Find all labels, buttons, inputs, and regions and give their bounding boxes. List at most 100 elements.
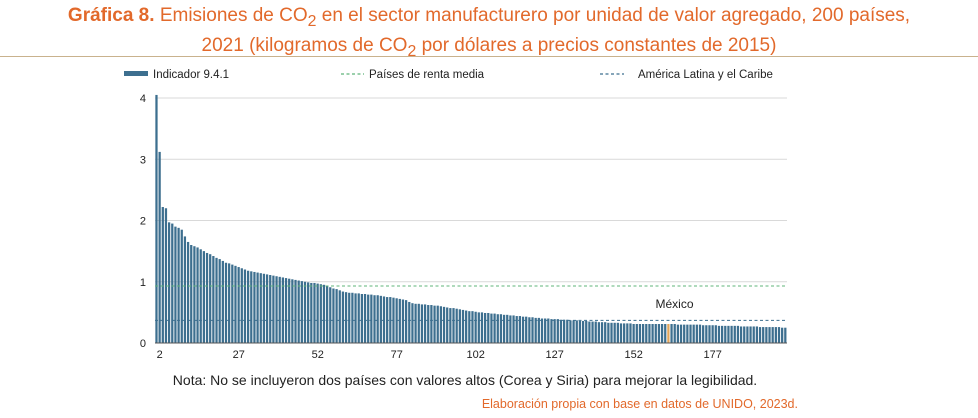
bar bbox=[480, 312, 484, 343]
bar bbox=[348, 292, 351, 343]
bar bbox=[645, 324, 648, 343]
x-tick-label: 2 bbox=[157, 349, 163, 361]
bar bbox=[351, 292, 354, 343]
bar bbox=[186, 241, 190, 343]
bar bbox=[360, 294, 364, 343]
bar bbox=[313, 282, 316, 343]
bar bbox=[781, 327, 784, 343]
bar bbox=[758, 327, 762, 343]
bar bbox=[269, 275, 272, 343]
bar bbox=[695, 324, 698, 343]
bar bbox=[531, 317, 534, 343]
chart-title: Gráfica 8. Emisiones de CO2 en el sector… bbox=[0, 4, 978, 64]
bar bbox=[300, 281, 303, 343]
bar bbox=[414, 303, 417, 343]
bar bbox=[708, 325, 711, 343]
bar bbox=[591, 321, 594, 343]
bar bbox=[547, 318, 550, 343]
bar bbox=[404, 300, 408, 343]
bar bbox=[610, 322, 613, 343]
legend-label-middle-income: Países de renta media bbox=[369, 69, 485, 81]
bar bbox=[490, 313, 493, 343]
bar bbox=[515, 316, 518, 343]
bar bbox=[534, 317, 537, 343]
x-tick-label: 77 bbox=[391, 349, 403, 361]
bar bbox=[316, 283, 319, 343]
bar bbox=[774, 327, 777, 343]
bar bbox=[284, 278, 288, 343]
bar bbox=[234, 265, 237, 343]
bar bbox=[246, 270, 250, 343]
bar bbox=[272, 275, 275, 343]
bar bbox=[689, 324, 692, 343]
bar bbox=[670, 324, 673, 343]
bar bbox=[329, 287, 332, 343]
bar bbox=[171, 223, 174, 343]
x-tick-label: 127 bbox=[546, 349, 564, 361]
bar bbox=[442, 306, 446, 343]
bar bbox=[335, 289, 338, 343]
bar bbox=[423, 304, 427, 343]
bar bbox=[401, 299, 405, 343]
bar bbox=[730, 325, 733, 343]
bar bbox=[660, 324, 664, 343]
bar bbox=[493, 313, 496, 343]
x-tick-label: 152 bbox=[625, 349, 643, 361]
bar bbox=[638, 324, 642, 343]
bar bbox=[724, 325, 727, 343]
bar bbox=[727, 325, 730, 343]
bar-chart: 0 1 2 3 4 México 2 27 52 77 102 127 152 177 Indicador … bbox=[124, 69, 787, 361]
bar bbox=[395, 298, 398, 343]
bar bbox=[436, 305, 439, 343]
bar bbox=[256, 272, 259, 343]
bar bbox=[512, 315, 515, 343]
bar bbox=[477, 312, 480, 343]
chart-note: Nota: No se incluyeron dos países con va… bbox=[172, 372, 758, 388]
bar bbox=[683, 324, 686, 343]
bar bbox=[648, 324, 651, 343]
bar bbox=[379, 295, 382, 343]
title-sub-2: 2 bbox=[407, 42, 417, 60]
bar bbox=[341, 291, 345, 343]
bar bbox=[629, 323, 632, 343]
bar bbox=[322, 284, 326, 343]
highlight-label: México bbox=[655, 297, 693, 311]
bar bbox=[427, 305, 430, 343]
bar bbox=[651, 324, 654, 343]
bar bbox=[594, 321, 597, 343]
title-line-1: Gráfica 8. Emisiones de CO2 en el sector… bbox=[0, 4, 978, 34]
bar bbox=[483, 312, 487, 343]
bar bbox=[575, 320, 578, 343]
title-text-1a: Emisiones de CO bbox=[159, 5, 308, 26]
bar bbox=[607, 322, 610, 343]
bar bbox=[446, 307, 449, 343]
bar bbox=[676, 324, 680, 343]
bar bbox=[278, 276, 281, 343]
bar bbox=[600, 322, 604, 343]
bar bbox=[209, 254, 212, 343]
bar bbox=[215, 257, 218, 343]
bar bbox=[528, 317, 531, 343]
bar bbox=[167, 222, 171, 343]
y-tick-label: 1 bbox=[140, 277, 146, 289]
bar bbox=[588, 321, 591, 343]
title-lead: Gráfica 8. bbox=[67, 5, 155, 26]
bar bbox=[632, 324, 635, 343]
bar bbox=[635, 324, 638, 343]
bar bbox=[202, 251, 206, 343]
bar bbox=[714, 325, 717, 343]
bar bbox=[338, 290, 341, 343]
bar bbox=[155, 94, 158, 343]
bar bbox=[291, 279, 294, 343]
chart-source: Elaboración propia con base en datos de … bbox=[481, 397, 798, 411]
bar bbox=[231, 264, 234, 343]
bar bbox=[325, 286, 329, 343]
bar bbox=[673, 324, 676, 343]
bar bbox=[784, 327, 787, 343]
bar bbox=[398, 298, 401, 343]
x-tick-label: 27 bbox=[233, 349, 245, 361]
bar bbox=[613, 322, 616, 343]
bar bbox=[752, 326, 755, 343]
bar bbox=[199, 249, 202, 343]
bar bbox=[556, 319, 559, 343]
